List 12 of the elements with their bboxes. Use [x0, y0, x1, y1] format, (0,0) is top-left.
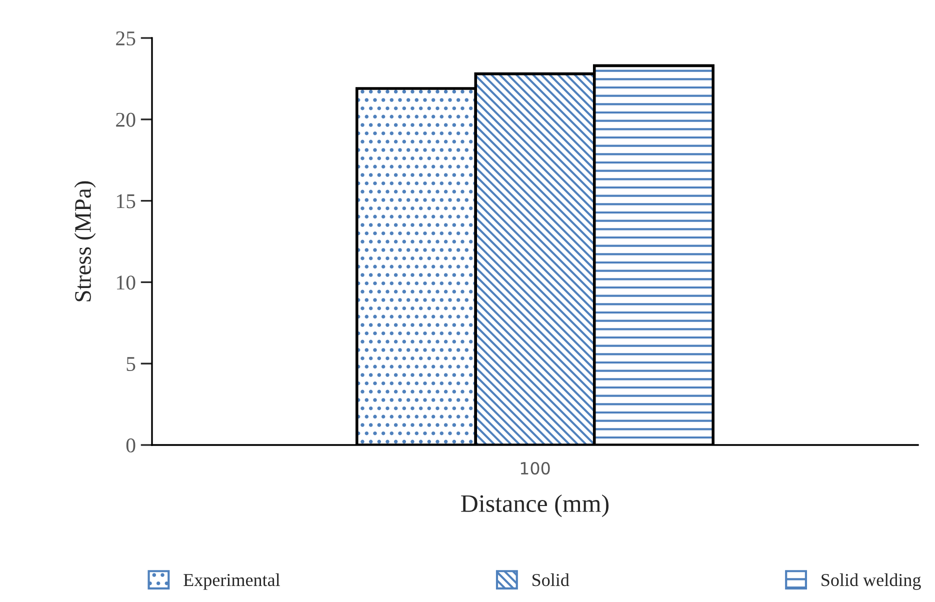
y-tick-label: 10 [117, 276, 136, 290]
x-axis-title: Distance (mm) [461, 494, 609, 518]
x-tick-label: 100 [520, 462, 550, 475]
y-tick-label: 5 [126, 357, 136, 372]
legend-label: Solid [532, 573, 570, 586]
y-tick-label: 25 [116, 31, 136, 46]
legend-label: Solid welding [822, 573, 921, 590]
y-axis-title: Stress (MPa) [74, 181, 96, 302]
y-tick-label: 15 [117, 194, 136, 208]
y-tick-label: 20 [116, 112, 136, 127]
legend-label: Experimental [184, 573, 280, 590]
y-tick-label: 0 [126, 438, 136, 452]
